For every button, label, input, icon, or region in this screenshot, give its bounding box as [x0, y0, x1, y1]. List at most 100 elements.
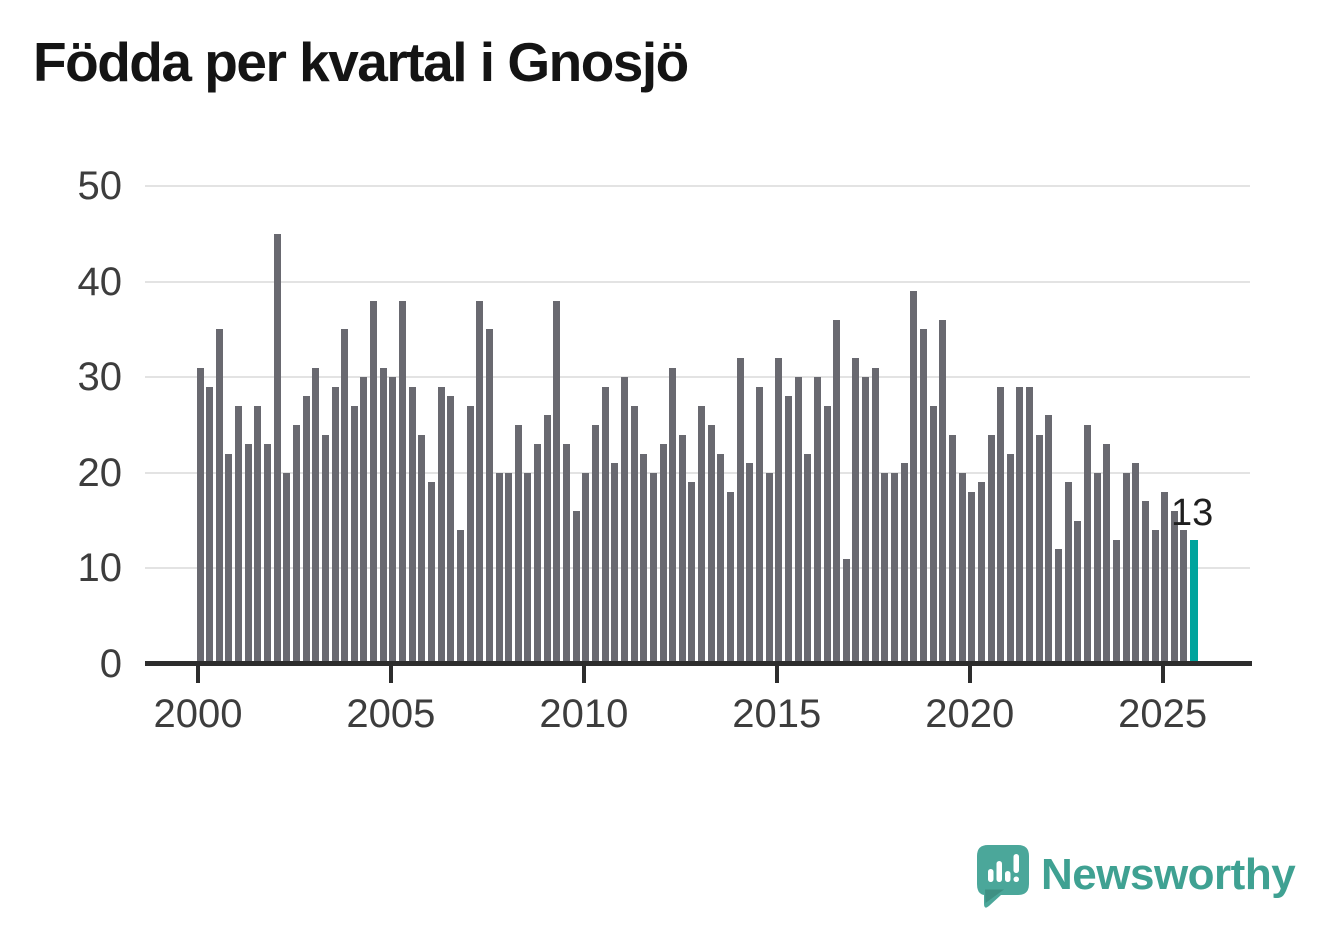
- x-axis-tick: [196, 666, 200, 683]
- bar: [649, 472, 657, 664]
- x-axis-tick: [388, 666, 393, 683]
- bar: [350, 405, 358, 664]
- bar: [283, 472, 291, 664]
- bar: [408, 386, 416, 664]
- bar: [659, 444, 667, 664]
- gridline-50: [145, 185, 1250, 187]
- bar: [620, 377, 628, 664]
- bar: [225, 453, 233, 664]
- bar: [273, 233, 281, 664]
- bar: [418, 434, 426, 664]
- bar: [341, 329, 349, 664]
- bar: [669, 367, 677, 664]
- bar: [1064, 482, 1072, 664]
- bar: [428, 482, 436, 664]
- bar: [321, 434, 329, 664]
- bar: [244, 444, 252, 664]
- bar: [640, 453, 648, 664]
- bar: [196, 367, 204, 664]
- bar: [804, 453, 812, 664]
- bar: [1026, 386, 1034, 664]
- bar: [881, 472, 889, 664]
- y-tick-label: 20: [77, 450, 123, 495]
- gridline-10: [145, 567, 1250, 570]
- bar: [688, 482, 696, 664]
- y-tick-label: 40: [77, 259, 123, 304]
- bar: [1035, 434, 1043, 664]
- bar: [736, 358, 744, 664]
- bar: [399, 300, 407, 664]
- bar: [553, 300, 561, 664]
- bar: [727, 491, 735, 664]
- bar: [601, 386, 609, 664]
- bar: [447, 396, 455, 664]
- bar: [823, 405, 831, 664]
- bar: [524, 472, 532, 664]
- bar: [900, 463, 908, 664]
- bar: [717, 453, 725, 664]
- bar: [292, 425, 300, 664]
- bar: [842, 558, 850, 664]
- bar: [534, 444, 542, 664]
- bar: [678, 434, 686, 664]
- x-tick-label: 2015: [732, 692, 822, 736]
- bar: [1006, 453, 1014, 664]
- bar: [466, 405, 474, 664]
- bar: [794, 377, 802, 664]
- bar: [582, 472, 590, 664]
- bar: [206, 386, 214, 664]
- bar: [977, 482, 985, 664]
- bar: [862, 377, 870, 664]
- newsworthy-branding: Newsworthy: [976, 842, 1306, 914]
- bar: [833, 319, 841, 664]
- x-axis-tick: [1160, 666, 1165, 683]
- x-tick-label: 2020: [925, 692, 1015, 736]
- bar: [331, 386, 339, 664]
- bar: [707, 425, 715, 664]
- bar: [948, 434, 956, 664]
- bar: [1045, 415, 1053, 664]
- bar: [1161, 491, 1169, 664]
- newsworthy-logo-icon: [977, 845, 1029, 908]
- bar: [1170, 511, 1178, 664]
- x-axis-tick: [774, 666, 779, 683]
- y-tick-label: 50: [77, 164, 123, 208]
- y-tick-label: 0: [99, 642, 122, 686]
- bar: [611, 463, 619, 664]
- bar: [1132, 463, 1140, 664]
- bar: [215, 329, 223, 664]
- x-tick-label: 2000: [153, 692, 243, 736]
- bar: [958, 472, 966, 664]
- x-tick-label: 2025: [1118, 692, 1208, 736]
- bar: [505, 472, 513, 664]
- y-tick-label: 10: [77, 546, 123, 591]
- bar: [929, 405, 937, 664]
- bar: [514, 425, 522, 664]
- bar: [264, 444, 272, 664]
- bar: [1055, 549, 1063, 664]
- bar: [939, 319, 947, 664]
- bar: [1141, 501, 1149, 664]
- bar: [485, 329, 493, 664]
- x-axis-line: [145, 661, 1252, 666]
- bar: [360, 377, 368, 664]
- latest-value-label: 13: [1171, 492, 1214, 534]
- bar: [1151, 530, 1159, 664]
- bar: [543, 415, 551, 664]
- bar: [437, 386, 445, 664]
- bar: [891, 472, 899, 664]
- bar: [910, 291, 918, 664]
- bar: [784, 396, 792, 664]
- bar: [370, 300, 378, 664]
- gridline-20: [145, 471, 1250, 474]
- bar: [235, 405, 243, 664]
- y-tick-label: 30: [77, 355, 123, 400]
- x-tick-label: 2010: [539, 692, 629, 736]
- x-axis-tick: [967, 666, 972, 683]
- bar: [1122, 472, 1130, 664]
- bar: [968, 491, 976, 664]
- bar: [1083, 425, 1091, 664]
- bar: [1074, 520, 1082, 664]
- bar: [765, 472, 773, 664]
